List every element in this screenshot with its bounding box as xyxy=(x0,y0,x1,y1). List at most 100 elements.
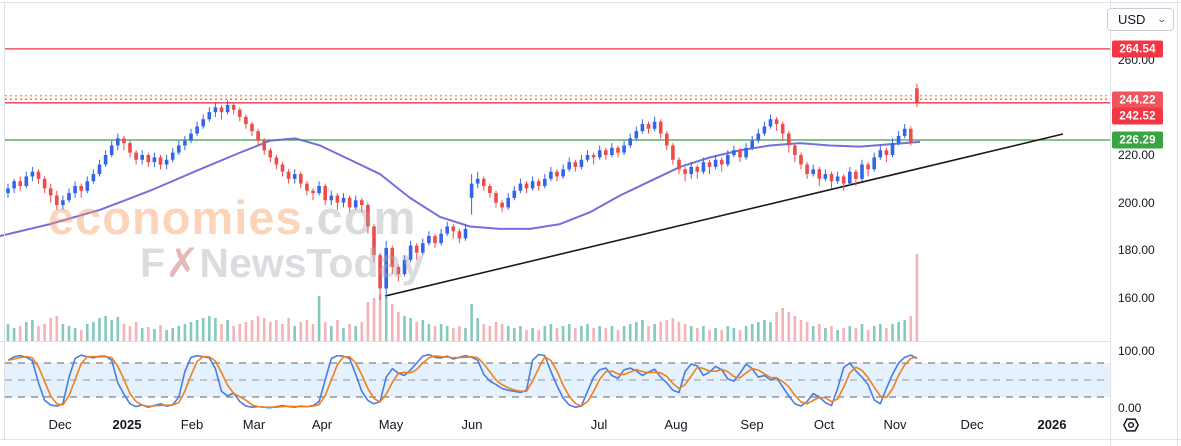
candle-body xyxy=(231,104,236,110)
volume-bar xyxy=(409,318,412,342)
volume-bar xyxy=(421,320,425,342)
candle-body xyxy=(823,174,828,179)
volume-bar xyxy=(305,320,309,342)
candle-body xyxy=(713,159,718,167)
volume-bar xyxy=(452,328,455,342)
volume-bar xyxy=(842,328,845,342)
candle-body xyxy=(97,164,102,175)
candle-body xyxy=(445,226,449,234)
volume-bar xyxy=(525,330,528,342)
volume-bar xyxy=(549,324,553,342)
volume-bar xyxy=(122,324,126,342)
candle-body xyxy=(536,181,541,186)
candle-body xyxy=(744,147,748,158)
candle-body xyxy=(341,197,346,203)
candle-body xyxy=(48,188,53,196)
volume-bar xyxy=(628,324,632,342)
volume-bar xyxy=(848,326,852,342)
candle-body xyxy=(274,157,279,165)
candle-body xyxy=(292,174,297,179)
candle-body xyxy=(311,190,315,194)
price-tick-label: 200.00 xyxy=(1118,196,1155,210)
candle-body xyxy=(347,197,352,208)
candle-body xyxy=(152,157,157,163)
candle-body xyxy=(677,159,681,170)
volume-bar xyxy=(494,322,498,342)
volume-bar xyxy=(18,326,22,342)
volume-bar xyxy=(482,324,486,342)
candle-body xyxy=(61,200,65,206)
volume-bar xyxy=(269,322,272,342)
candle-body xyxy=(799,155,803,165)
candle-body xyxy=(902,128,907,136)
candle-body xyxy=(128,143,132,153)
candle-body xyxy=(207,112,212,120)
volume-bar xyxy=(384,296,388,342)
volume-bar xyxy=(275,320,278,342)
candle-body xyxy=(439,233,443,244)
volume-bar xyxy=(763,320,766,342)
left-divider xyxy=(4,2,5,439)
volume-bar xyxy=(256,316,260,342)
volume-bar xyxy=(909,316,913,342)
volume-bar xyxy=(323,322,327,342)
volume-bar xyxy=(49,318,52,342)
volume-bar xyxy=(665,320,669,342)
volume-bar xyxy=(220,324,223,342)
candle-body xyxy=(890,143,895,155)
settings-hexagon-icon[interactable] xyxy=(1122,416,1140,434)
candle-body xyxy=(91,174,96,182)
volume-bar xyxy=(897,322,900,342)
volume-bar xyxy=(787,312,791,342)
candle-body xyxy=(518,183,523,191)
time-axis-label: 2026 xyxy=(1037,417,1067,432)
candle-body xyxy=(878,150,883,158)
volume-bar xyxy=(561,326,565,342)
volume-bar xyxy=(519,326,522,342)
volume-bar xyxy=(677,322,681,342)
volume-bar xyxy=(879,324,882,342)
price-level-badge: 244.22 xyxy=(1112,91,1163,109)
volume-bar xyxy=(738,330,742,342)
volume-bar xyxy=(134,322,138,342)
volume-bar xyxy=(598,326,601,342)
price-tick-label: 160.00 xyxy=(1118,291,1155,305)
candle-body xyxy=(36,171,41,179)
candle-body xyxy=(109,145,114,155)
volume-bar xyxy=(281,324,284,342)
candle-body xyxy=(726,155,730,165)
volume-bar xyxy=(775,312,778,342)
volume-bar xyxy=(397,312,400,342)
candle-body xyxy=(317,185,321,194)
volume-bar xyxy=(427,324,431,342)
candle-body xyxy=(695,166,700,172)
volume-bar xyxy=(732,328,736,342)
candle-body xyxy=(299,174,303,184)
volume-bar xyxy=(872,326,876,342)
candle-body xyxy=(805,164,809,175)
volume-bar xyxy=(31,320,34,342)
candle-body xyxy=(512,190,517,198)
candle-body xyxy=(652,121,657,129)
time-scale-divider xyxy=(0,439,1181,440)
candle-body xyxy=(872,157,876,170)
volume-bar xyxy=(537,330,540,342)
candle-body xyxy=(848,171,852,184)
candle-body xyxy=(701,162,706,172)
volume-bar xyxy=(183,324,187,342)
volume-bar xyxy=(43,324,46,342)
volume-bar xyxy=(635,322,638,342)
candle-body xyxy=(689,166,693,175)
currency-dropdown[interactable]: USD ⌄ xyxy=(1107,8,1174,31)
stochastic-d-line xyxy=(7,355,918,409)
price-scale-divider xyxy=(1110,0,1111,446)
volume-bar xyxy=(110,320,113,342)
candle-body xyxy=(408,245,413,260)
price-level-badge: 226.29 xyxy=(1112,131,1163,149)
volume-bar xyxy=(488,326,492,342)
currency-value: USD xyxy=(1118,12,1146,27)
price-tick-label: 180.00 xyxy=(1118,243,1155,257)
volume-bar xyxy=(244,322,248,342)
stochastic-k-line xyxy=(7,353,918,409)
